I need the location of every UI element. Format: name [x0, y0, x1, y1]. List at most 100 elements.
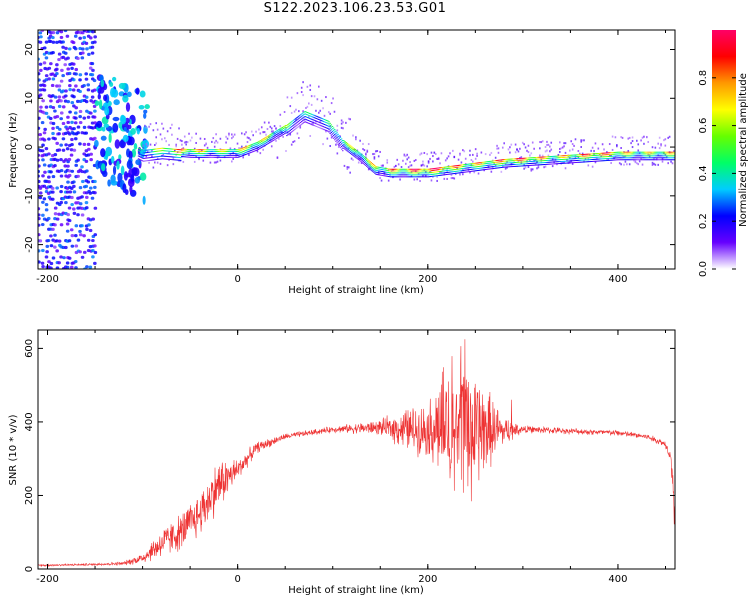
heatmap-cell — [55, 186, 59, 190]
heatmap-cell — [421, 174, 424, 176]
heatmap-cell — [506, 158, 508, 160]
heatmap-cell — [579, 154, 581, 156]
heatmap-cell — [331, 125, 334, 127]
heatmap-cell — [320, 119, 322, 121]
heatmap-cell — [530, 162, 532, 164]
heatmap-cell — [520, 161, 522, 163]
heatmap-cell — [639, 155, 642, 157]
heatmap-cell — [662, 155, 665, 157]
heatmap-cell — [234, 152, 237, 154]
heatmap-cell — [369, 168, 371, 170]
heatmap-cell — [183, 150, 185, 152]
heatmap-cell — [528, 163, 530, 165]
heatmap-cell — [206, 146, 209, 149]
heatmap-cell — [166, 148, 168, 150]
heatmap-cell — [123, 171, 128, 181]
heatmap-cell — [350, 157, 353, 160]
heatmap-cell — [177, 149, 180, 151]
heatmap-cell — [118, 82, 126, 89]
heatmap-cell — [531, 141, 534, 144]
heatmap-cell — [429, 174, 432, 176]
heatmap-cell — [380, 164, 383, 167]
heatmap-cell — [64, 158, 68, 162]
heatmap-cell — [417, 174, 419, 176]
heatmap-cell — [279, 113, 282, 116]
heatmap-cell — [456, 165, 458, 167]
heatmap-cell — [446, 177, 448, 180]
heatmap-cell — [445, 168, 448, 170]
heatmap-cell — [199, 150, 201, 152]
heatmap-cell — [530, 157, 532, 159]
heatmap-cell — [632, 159, 635, 161]
heatmap-cell — [255, 148, 257, 150]
heatmap-cell — [422, 163, 424, 166]
heatmap-cell — [55, 114, 60, 119]
heatmap-cell — [269, 134, 271, 136]
heatmap-cell — [519, 147, 521, 150]
heatmap-cell — [313, 117, 315, 119]
heatmap-cell — [153, 161, 156, 164]
heatmap-cell — [195, 132, 197, 135]
heatmap-cell — [70, 244, 75, 248]
heatmap-cell — [450, 167, 452, 169]
heatmap-cell — [334, 134, 336, 136]
heatmap-cell — [351, 146, 353, 148]
heatmap-cell — [260, 126, 263, 129]
heatmap-cell — [229, 152, 231, 154]
heatmap-cell — [231, 154, 233, 156]
heatmap-cell — [225, 150, 228, 152]
heatmap-cell — [306, 114, 309, 116]
heatmap-cell — [198, 154, 200, 156]
heatmap-cell — [403, 176, 406, 178]
heatmap-cell — [476, 162, 479, 164]
heatmap-cell — [248, 137, 250, 140]
heatmap-cell — [501, 162, 504, 164]
heatmap-cell — [91, 217, 95, 221]
heatmap-cell — [648, 154, 651, 157]
heatmap-cell — [569, 154, 571, 156]
heatmap-cell — [41, 213, 45, 217]
heatmap-cell — [492, 162, 495, 164]
heatmap-cell — [575, 159, 578, 161]
heatmap-cell — [663, 157, 666, 159]
heatmap-cell — [483, 169, 486, 172]
heatmap-cell — [644, 151, 646, 153]
heatmap-cell — [672, 159, 675, 161]
heatmap-cell — [258, 148, 261, 150]
heatmap-cell — [593, 154, 595, 156]
heatmap-cell — [441, 167, 443, 169]
heatmap-cell — [256, 143, 258, 145]
heatmap-cell — [344, 148, 346, 150]
snr-frame — [37, 329, 676, 570]
heatmap-cell — [172, 153, 174, 155]
heatmap-cell — [648, 159, 651, 161]
heatmap-cell — [286, 132, 288, 134]
heatmap-cell — [478, 163, 481, 165]
heatmap-cell — [587, 161, 589, 163]
heatmap-cell — [88, 36, 93, 40]
heatmap-cell — [596, 154, 598, 156]
heatmap-cell — [170, 150, 173, 152]
heatmap-cell — [411, 174, 414, 176]
heatmap-cell — [416, 172, 418, 174]
heatmap-cell — [245, 152, 247, 154]
heatmap-cell — [570, 162, 572, 164]
heatmap-cell — [275, 127, 277, 130]
heatmap-cell — [285, 124, 287, 126]
heatmap-cell — [308, 102, 310, 105]
heatmap-cell — [364, 158, 367, 160]
heatmap-cell — [305, 116, 307, 118]
heatmap-cell — [358, 157, 360, 159]
heatmap-cell — [158, 158, 160, 160]
heatmap-cell — [460, 166, 463, 168]
heatmap-cell — [408, 170, 410, 172]
heatmap-cell — [211, 156, 214, 158]
heatmap-cell — [151, 149, 153, 152]
snr-x-tick-label: -200 — [36, 574, 59, 585]
heatmap-cell — [589, 157, 592, 159]
heatmap-cell — [631, 151, 634, 153]
heatmap-cell — [305, 113, 307, 115]
heatmap-cell — [142, 144, 145, 147]
heatmap-cell — [531, 157, 533, 159]
heatmap-cell — [65, 229, 70, 233]
